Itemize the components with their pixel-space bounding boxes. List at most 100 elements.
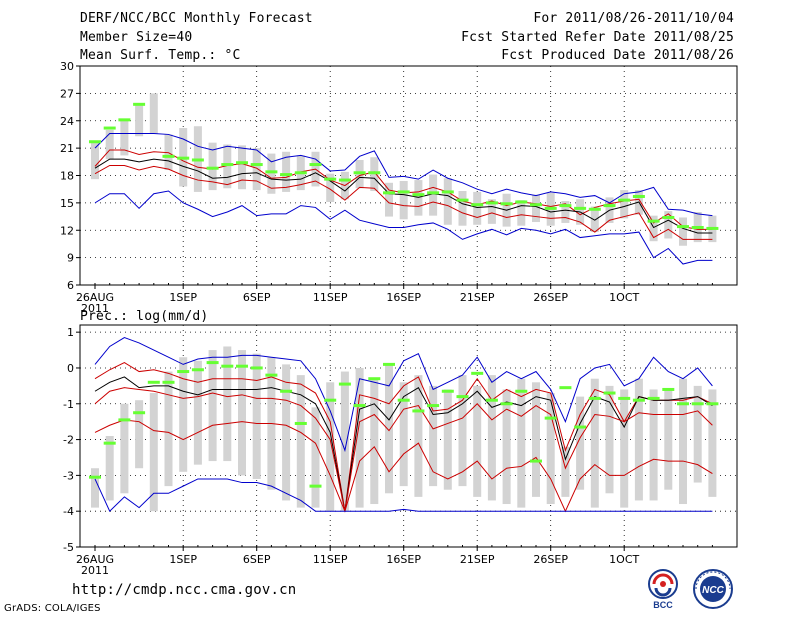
spread-box (517, 200, 526, 226)
chart-title: DERF/NCC/BCC Monthly Forecast (80, 11, 313, 26)
spread-box (282, 151, 291, 192)
observed-marker (706, 402, 719, 406)
observed-marker (427, 404, 440, 408)
y-tick-label: 12 (60, 224, 74, 237)
spread-box (532, 382, 540, 497)
y-tick-label: -3 (63, 469, 74, 482)
observed-marker (559, 204, 572, 208)
observed-marker (544, 206, 557, 210)
spread-box (135, 104, 144, 137)
spread-box (282, 364, 291, 501)
observed-marker (294, 171, 307, 175)
ncc-logo-text: NCC (702, 585, 724, 596)
spread-box (576, 396, 585, 490)
spread-box (546, 393, 555, 505)
y-tick-label: 6 (67, 279, 74, 292)
observed-marker (647, 219, 660, 223)
observed-marker (559, 386, 572, 390)
observed-marker (147, 380, 160, 384)
x-tick-label: 11SEP (313, 291, 348, 304)
series-line-upper (94, 362, 713, 512)
observed-marker (162, 154, 175, 158)
spread-box (179, 357, 188, 472)
observed-marker (647, 396, 660, 400)
precip-label: Prec.: log(mm/d) (80, 309, 209, 324)
bcc-logo-text: BCC (653, 600, 673, 610)
spread-box (399, 382, 408, 487)
x-tick-label: 6SEP (243, 553, 271, 566)
observed-marker (588, 396, 601, 400)
observed-marker (588, 207, 601, 211)
series-line-max (94, 133, 713, 217)
x-tick-label: 26SEP (533, 553, 568, 566)
observed-marker (383, 362, 395, 366)
observed-marker (485, 201, 498, 205)
observed-marker (500, 202, 513, 206)
observed-marker (309, 484, 322, 488)
spread-box (487, 199, 496, 224)
observed-marker (471, 371, 484, 375)
observed-marker (353, 171, 366, 175)
spread-box (340, 371, 349, 512)
spread-box (634, 378, 643, 501)
y-tick-label: -2 (63, 434, 74, 447)
spread-box (91, 468, 99, 508)
observed-marker (133, 411, 146, 415)
spread-box (561, 201, 570, 223)
spread-box (149, 393, 158, 512)
observed-marker (632, 398, 645, 402)
fcst-produced-date: Fcst Produced Date 2011/08/26 (501, 48, 734, 63)
spread-box (385, 364, 393, 494)
spread-box (664, 211, 673, 239)
spread-box (120, 118, 129, 156)
spread-box (267, 153, 276, 194)
y-tick-label: 27 (60, 87, 74, 100)
y-tick-label: 21 (60, 142, 74, 155)
observed-marker (441, 190, 454, 194)
x-tick-label: 21SEP (460, 291, 495, 304)
y-tick-label: 0 (67, 362, 74, 375)
observed-marker (412, 409, 425, 413)
spread-box (385, 182, 393, 217)
spread-box (487, 375, 496, 501)
spread-box (105, 436, 114, 501)
observed-marker (515, 200, 528, 204)
observed-marker (103, 441, 116, 445)
spread-box (164, 371, 173, 487)
spread-box (443, 178, 452, 225)
grads-credit: GrADS: COLA/IGES (4, 603, 101, 614)
bcc-logo-icon: BCC (648, 569, 678, 610)
series-line-lower (94, 164, 713, 240)
observed-marker (103, 126, 116, 130)
observed-marker (280, 389, 293, 393)
spread-box (443, 389, 452, 490)
observed-marker (324, 177, 337, 181)
spread-box (296, 375, 305, 508)
spread-box (502, 389, 511, 505)
source-url[interactable]: http://cmdp.ncc.cma.gov.cn (72, 582, 297, 598)
observed-marker (206, 361, 219, 365)
observed-marker (338, 382, 351, 386)
spread-box (605, 385, 614, 494)
y-tick-label: -5 (63, 541, 74, 554)
observed-marker (280, 173, 293, 177)
spread-box (120, 403, 129, 494)
member-size: Member Size=40 (80, 30, 193, 45)
observed-marker (324, 398, 337, 402)
observed-marker (397, 398, 410, 402)
spread-box (429, 385, 438, 487)
y-tick-label: 30 (60, 60, 74, 73)
spread-box (223, 346, 232, 462)
observed-marker (530, 459, 542, 463)
observed-marker (191, 368, 204, 372)
plot-frame (79, 324, 738, 548)
y-tick-label: 1 (67, 326, 74, 339)
observed-marker (89, 140, 101, 144)
observed-marker (662, 215, 675, 219)
observed-marker (544, 416, 557, 420)
spread-box (590, 378, 599, 508)
observed-marker (265, 170, 278, 174)
observed-marker (383, 191, 395, 195)
spread-box (399, 180, 408, 220)
observed-marker (456, 395, 469, 399)
